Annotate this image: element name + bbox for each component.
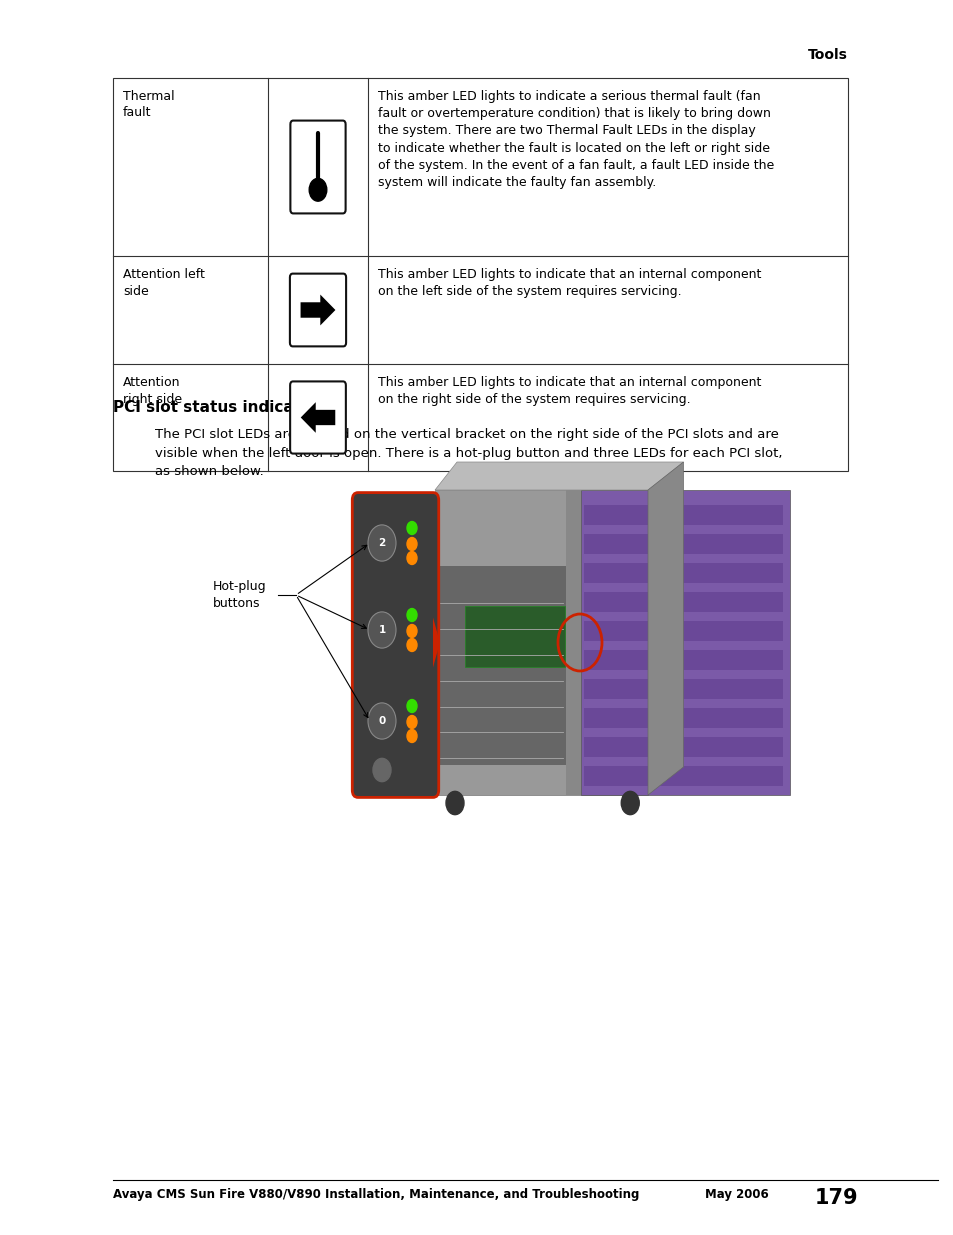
Bar — [583, 766, 782, 785]
Text: Thermal
fault: Thermal fault — [123, 90, 174, 120]
Circle shape — [407, 609, 416, 621]
Text: May 2006: May 2006 — [704, 1188, 768, 1200]
Bar — [583, 621, 782, 641]
Circle shape — [407, 638, 416, 652]
Circle shape — [368, 703, 395, 739]
Polygon shape — [300, 295, 335, 326]
Circle shape — [407, 699, 416, 713]
Text: This amber LED lights to indicate that an internal component
on the left side of: This amber LED lights to indicate that a… — [377, 268, 760, 298]
Circle shape — [407, 625, 416, 637]
Bar — [583, 737, 782, 757]
Bar — [464, 606, 564, 667]
Circle shape — [407, 552, 416, 564]
Text: PCI slot status indicators: PCI slot status indicators — [112, 400, 328, 415]
Text: Hot-plug
buttons: Hot-plug buttons — [213, 580, 266, 610]
Bar — [583, 650, 782, 669]
Text: 179: 179 — [814, 1188, 858, 1208]
FancyBboxPatch shape — [290, 121, 345, 214]
Circle shape — [368, 611, 395, 648]
Text: Attention
right side: Attention right side — [123, 375, 182, 405]
Circle shape — [620, 792, 639, 815]
Text: Attention left
side: Attention left side — [123, 268, 205, 298]
Circle shape — [368, 525, 395, 561]
Bar — [580, 490, 789, 795]
Circle shape — [446, 792, 463, 815]
Circle shape — [407, 730, 416, 742]
FancyBboxPatch shape — [352, 493, 438, 798]
Text: This amber LED lights to indicate that an internal component
on the right side o: This amber LED lights to indicate that a… — [377, 375, 760, 406]
Bar — [583, 592, 782, 613]
Polygon shape — [300, 403, 335, 432]
Circle shape — [373, 758, 391, 782]
Text: 2: 2 — [378, 538, 385, 548]
Bar — [566, 490, 580, 795]
Bar — [583, 708, 782, 727]
Bar — [583, 563, 782, 583]
Circle shape — [407, 521, 416, 535]
FancyBboxPatch shape — [290, 382, 346, 453]
Text: The PCI slot LEDs are located on the vertical bracket on the right side of the P: The PCI slot LEDs are located on the ver… — [154, 429, 781, 478]
Bar — [583, 535, 782, 555]
FancyBboxPatch shape — [290, 274, 346, 346]
Text: 0: 0 — [378, 716, 385, 726]
Bar — [112, 78, 847, 471]
Text: Avaya CMS Sun Fire V880/V890 Installation, Maintenance, and Troubleshooting: Avaya CMS Sun Fire V880/V890 Installatio… — [112, 1188, 639, 1200]
Text: This amber LED lights to indicate a serious thermal fault (fan
fault or overtemp: This amber LED lights to indicate a seri… — [377, 90, 774, 189]
Bar — [583, 505, 782, 525]
Polygon shape — [433, 618, 439, 667]
Polygon shape — [435, 462, 682, 490]
Bar — [435, 490, 647, 795]
Bar — [435, 567, 566, 764]
Bar — [583, 679, 782, 699]
Text: 1: 1 — [378, 625, 385, 635]
Circle shape — [309, 178, 327, 201]
Circle shape — [407, 537, 416, 551]
Polygon shape — [647, 462, 682, 795]
Text: Tools: Tools — [807, 48, 847, 62]
Circle shape — [407, 715, 416, 729]
